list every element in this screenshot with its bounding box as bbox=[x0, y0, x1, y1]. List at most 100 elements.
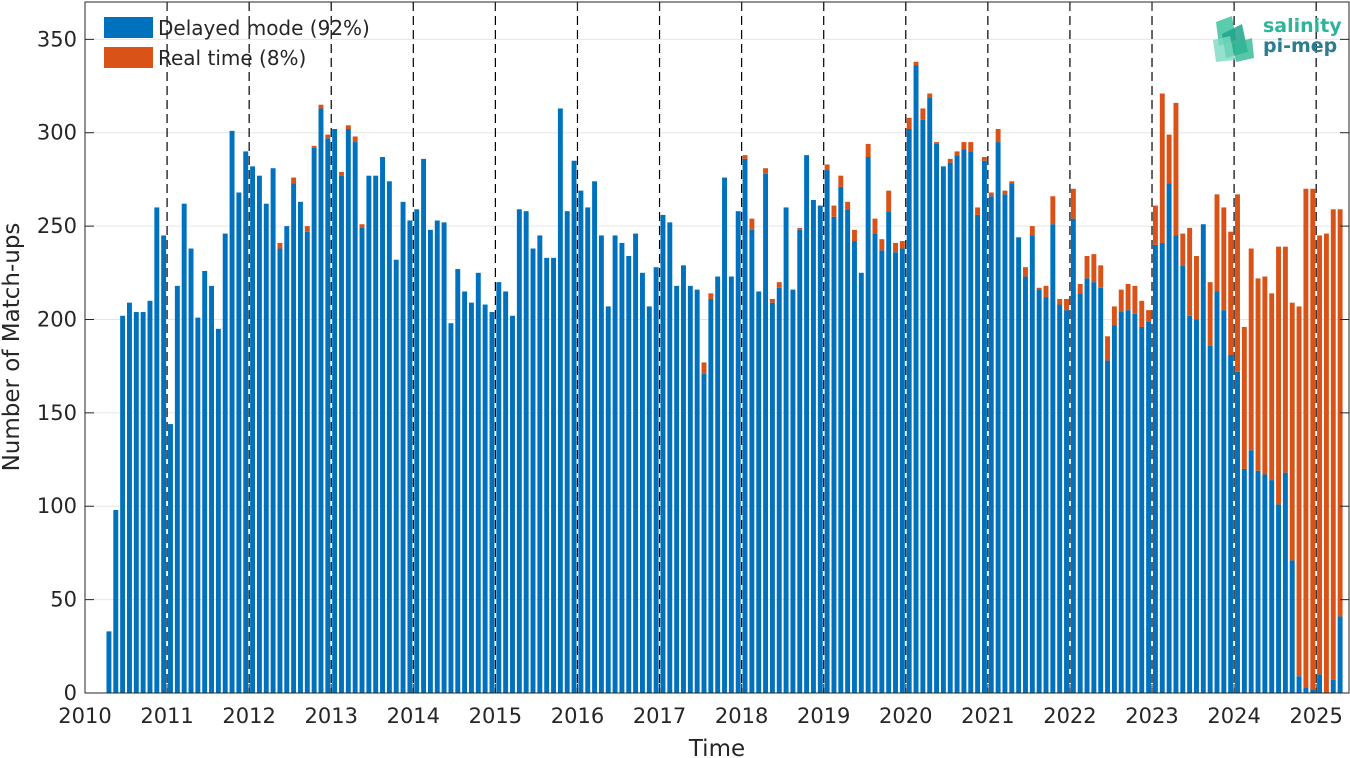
bar-delayed bbox=[1173, 235, 1179, 693]
bar-delayed bbox=[920, 119, 926, 694]
bar-delayed bbox=[352, 142, 358, 693]
y-tick-label: 0 bbox=[64, 681, 77, 705]
bar-realtime bbox=[311, 145, 317, 148]
bar-realtime bbox=[1180, 233, 1186, 266]
bar-realtime bbox=[1023, 267, 1028, 277]
x-tick-label: 2020 bbox=[879, 704, 932, 728]
bar-delayed bbox=[708, 298, 714, 693]
x-tick-label: 2017 bbox=[633, 704, 686, 728]
bar-delayed bbox=[120, 315, 126, 693]
bar-realtime bbox=[291, 177, 297, 184]
bar-realtime bbox=[1132, 285, 1138, 314]
x-tick-label: 2021 bbox=[961, 704, 1014, 728]
bar-delayed bbox=[653, 267, 659, 693]
bar-delayed bbox=[571, 160, 577, 694]
bar-delayed bbox=[181, 203, 187, 693]
bar-delayed bbox=[168, 424, 173, 693]
bar-delayed bbox=[1248, 450, 1254, 693]
bar-delayed bbox=[462, 291, 468, 693]
bar-delayed bbox=[325, 138, 331, 694]
bar-delayed bbox=[339, 175, 344, 693]
bar-realtime bbox=[1057, 298, 1063, 305]
bar-delayed bbox=[564, 211, 570, 693]
bar-delayed bbox=[482, 304, 488, 693]
bar-delayed bbox=[1111, 325, 1117, 693]
bar-realtime bbox=[1323, 233, 1329, 694]
bar-delayed bbox=[1152, 244, 1158, 693]
x-axis-label: Time bbox=[688, 736, 745, 758]
bar-delayed bbox=[824, 170, 830, 694]
bar-realtime bbox=[1084, 255, 1090, 279]
bar-delayed bbox=[619, 242, 625, 694]
bar-delayed bbox=[106, 631, 112, 693]
bar-realtime bbox=[961, 142, 967, 150]
bar-delayed bbox=[783, 207, 789, 693]
bar-realtime bbox=[359, 224, 365, 228]
bars bbox=[106, 61, 1343, 694]
y-tick-label: 200 bbox=[37, 307, 77, 331]
bar-realtime bbox=[1330, 209, 1336, 680]
bar-delayed bbox=[681, 265, 686, 693]
bar-realtime bbox=[345, 125, 351, 129]
bar-delayed bbox=[790, 289, 796, 693]
bar-delayed bbox=[421, 158, 427, 693]
bar-delayed bbox=[578, 190, 584, 693]
bar-delayed bbox=[735, 211, 741, 693]
bar-delayed bbox=[1125, 310, 1131, 693]
bar-realtime bbox=[776, 282, 782, 288]
bar-delayed bbox=[209, 285, 214, 693]
x-tick-label: 2010 bbox=[58, 704, 111, 728]
bar-delayed bbox=[263, 203, 269, 693]
bar-delayed bbox=[441, 222, 447, 693]
bar-delayed bbox=[598, 235, 604, 693]
bar-realtime bbox=[1187, 227, 1193, 316]
legend-label-delayed: Delayed mode (92%) bbox=[158, 16, 370, 40]
bar-delayed bbox=[1200, 224, 1206, 693]
bar-delayed bbox=[1070, 218, 1076, 694]
bar-delayed bbox=[886, 211, 892, 693]
bar-realtime bbox=[1139, 300, 1145, 327]
logo-line1: salinity bbox=[1263, 15, 1342, 37]
bar-delayed bbox=[468, 302, 474, 693]
bar-delayed bbox=[865, 157, 871, 693]
bar-delayed bbox=[797, 229, 803, 693]
bar-realtime bbox=[1146, 310, 1152, 322]
bar-delayed bbox=[427, 229, 433, 693]
bar-delayed bbox=[1118, 312, 1124, 693]
bar-delayed bbox=[646, 306, 652, 693]
bar-realtime bbox=[872, 218, 878, 234]
legend-swatch-realtime bbox=[104, 47, 153, 68]
bar-delayed bbox=[845, 209, 851, 694]
bar-realtime bbox=[954, 151, 960, 156]
bar-delayed bbox=[728, 276, 734, 693]
bar-delayed bbox=[769, 302, 775, 693]
bar-delayed bbox=[872, 233, 878, 694]
bar-realtime bbox=[742, 155, 748, 159]
bar-delayed bbox=[113, 509, 119, 693]
bar-delayed bbox=[393, 259, 399, 693]
year-dividers bbox=[166, 2, 1317, 693]
bar-delayed bbox=[1296, 676, 1302, 693]
bar-delayed bbox=[448, 323, 454, 693]
bar-delayed bbox=[140, 312, 146, 693]
bar-realtime bbox=[995, 128, 1001, 143]
bar-realtime bbox=[906, 117, 912, 129]
bar-delayed bbox=[297, 201, 303, 694]
bar-delayed bbox=[373, 175, 379, 693]
bar-realtime bbox=[988, 192, 994, 197]
legend-label-realtime: Real time (8%) bbox=[158, 46, 306, 70]
bar-delayed bbox=[995, 142, 1001, 693]
bar-delayed bbox=[674, 285, 680, 693]
bar-delayed bbox=[1194, 319, 1199, 693]
bar-delayed bbox=[715, 276, 721, 693]
bar-delayed bbox=[1023, 276, 1028, 693]
bar-delayed bbox=[243, 151, 249, 694]
bar-delayed bbox=[605, 306, 611, 693]
bar-delayed bbox=[981, 160, 987, 694]
bar-realtime bbox=[1282, 246, 1288, 473]
x-tick-label: 2023 bbox=[1125, 704, 1178, 728]
bar-delayed bbox=[687, 285, 693, 693]
bar-realtime bbox=[797, 227, 803, 230]
bar-realtime bbox=[934, 142, 940, 144]
bar-delayed bbox=[1036, 289, 1042, 693]
